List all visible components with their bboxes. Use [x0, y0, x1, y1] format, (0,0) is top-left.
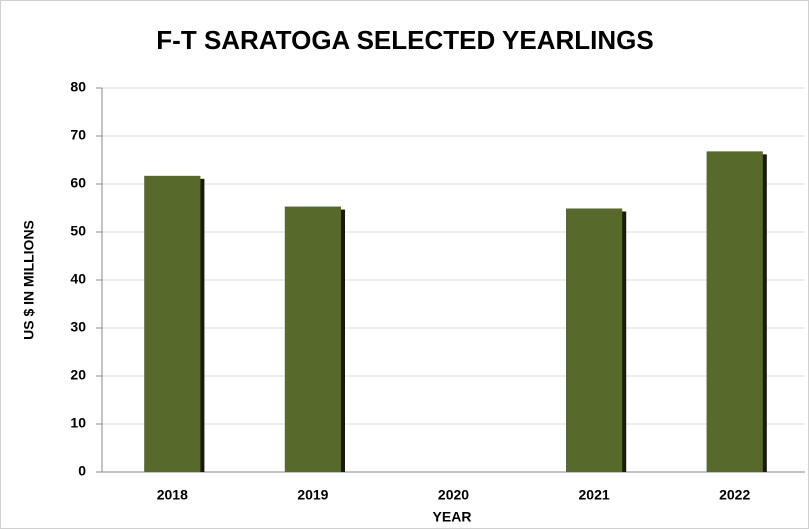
y-tick-label: 10	[70, 415, 86, 431]
x-tick-label: 2018	[157, 487, 188, 503]
x-tick-label: 2022	[719, 487, 750, 503]
bar	[706, 151, 763, 473]
y-axis-label: US $ IN MILLIONS	[21, 220, 37, 340]
x-tick-label: 2019	[297, 487, 328, 503]
y-tick-label: 20	[70, 367, 86, 383]
x-axis-label: YEAR	[433, 509, 472, 525]
x-tick-label: 2021	[579, 487, 610, 503]
y-tick-label: 80	[70, 79, 86, 95]
y-tick-label: 50	[70, 223, 86, 239]
x-tick-label: 2020	[438, 487, 469, 503]
y-tick-label: 30	[70, 319, 86, 335]
bar	[144, 175, 201, 472]
y-tick-label: 40	[70, 271, 86, 287]
bar	[284, 206, 342, 472]
bar	[565, 208, 623, 473]
chart-title: F-T SARATOGA SELECTED YEARLINGS	[156, 25, 653, 55]
y-tick-label: 70	[70, 127, 86, 143]
y-tick-label: 60	[70, 175, 86, 191]
y-tick-label: 0	[78, 463, 86, 479]
